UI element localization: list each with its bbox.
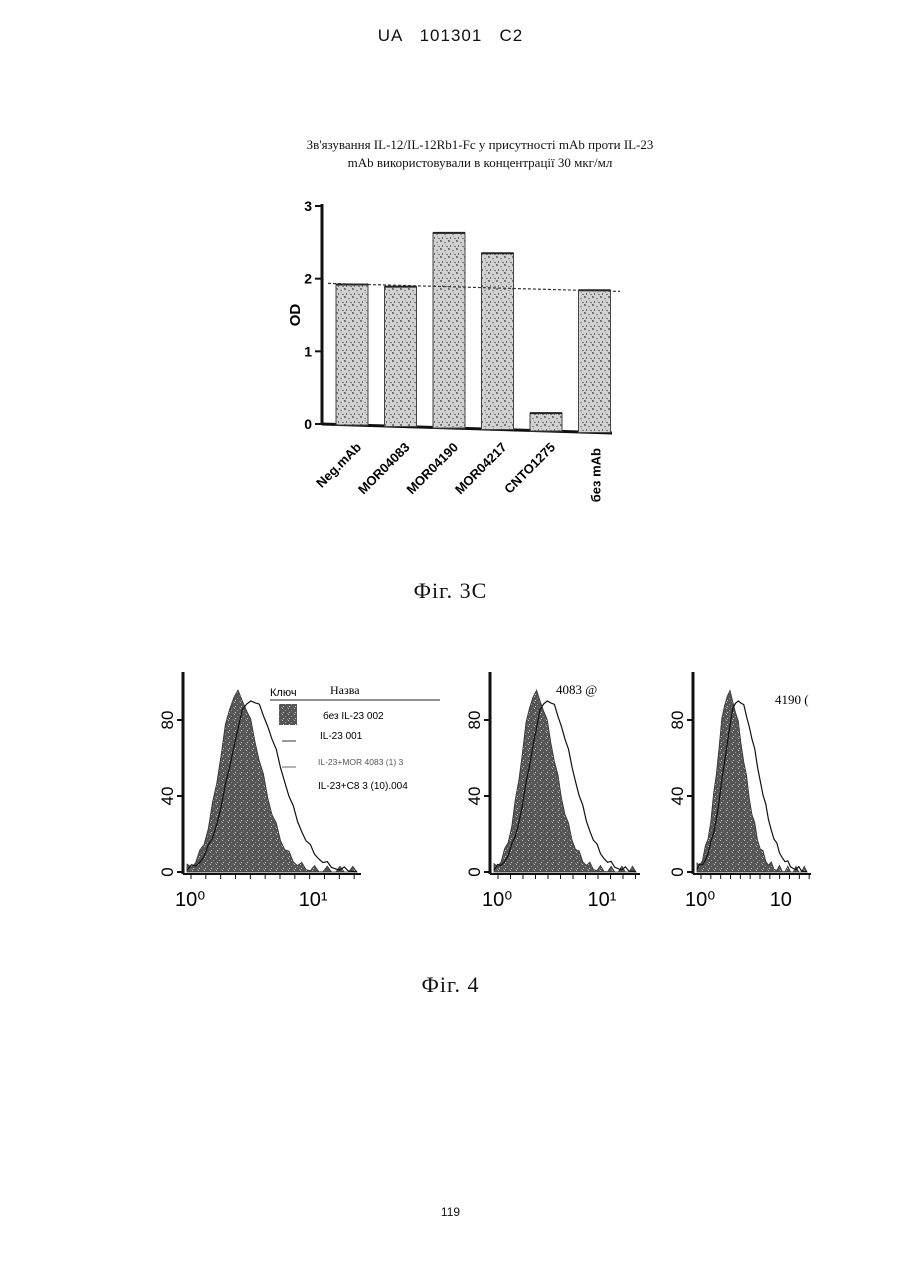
legend-header-key: Ключ — [270, 687, 297, 699]
histogram-y-tick-label: 40 — [465, 787, 484, 806]
histogram-filled-area — [697, 691, 807, 873]
histogram-x-tick-label: 10¹ — [588, 889, 617, 911]
histogram-x-tick-label: 10⁰ — [482, 889, 512, 911]
legend-swatch-filled — [279, 704, 297, 725]
histogram-y-tick-label: 40 — [668, 787, 687, 806]
y-tick-label: 3 — [304, 198, 312, 214]
flow-histograms: 0 40 80 10⁰ 10¹ 0 40 80 10⁰ 10¹ 0 40 80 10⁰ 10 Ключ На… — [0, 660, 901, 920]
histogram-y-tick-label: 40 — [158, 787, 177, 806]
histogram-x-tick-label: 10¹ — [299, 889, 328, 911]
x-category-label: CNTO1275 — [501, 440, 558, 497]
histogram-x-tick-label: 10 — [770, 889, 792, 911]
x-category-label: MOR04083 — [355, 440, 413, 498]
histogram-y-tick-label: 80 — [668, 711, 687, 730]
histogram-x-tick-label: 10⁰ — [685, 889, 715, 911]
histogram-y-tick-label: 80 — [465, 711, 484, 730]
histogram-y-tick-label: 0 — [465, 867, 484, 876]
bar — [336, 284, 368, 425]
reference-line — [328, 283, 620, 291]
y-tick-label: 2 — [304, 271, 312, 287]
legend-entry-2: IL-23 001 — [320, 731, 363, 742]
bar-chart-od: 0 1 2 3 OD Neg.mAbMOR04083MOR04190MOR04217CN… — [0, 0, 901, 560]
y-tick-label: 0 — [304, 416, 312, 432]
legend-header-name: Назва — [330, 683, 360, 697]
x-category-label: без mAb — [589, 448, 604, 502]
bar — [433, 233, 465, 428]
y-axis-label: OD — [287, 304, 304, 327]
panel-3-annotation: 4190 ( — [775, 692, 809, 707]
histogram-panel-2: 0 40 80 10⁰ 10¹ — [465, 672, 640, 911]
histogram-legend: Ключ Назва без IL-23 002 IL-23 001 IL-23… — [270, 683, 440, 792]
legend-entry-4: IL-23+C8 3 (10).004 — [318, 781, 408, 792]
page-number: 119 — [0, 1205, 901, 1219]
y-tick-label: 1 — [304, 343, 312, 359]
x-category-label: MOR04190 — [404, 440, 462, 498]
bar — [579, 290, 611, 432]
legend-entry-1: без IL-23 002 — [323, 710, 384, 722]
bar — [385, 287, 417, 427]
histogram-x-tick-label: 10⁰ — [175, 889, 205, 911]
histogram-y-tick-label: 80 — [158, 711, 177, 730]
histogram-filled-area — [494, 690, 636, 872]
panel-2-annotation: 4083 @ — [556, 682, 597, 697]
bar — [530, 413, 562, 431]
x-category-label: MOR04217 — [452, 440, 510, 498]
histogram-y-tick-label: 0 — [158, 867, 177, 876]
histogram-panel-3: 0 40 80 10⁰ 10 — [668, 672, 811, 911]
figure-4-caption: Фіг. 4 — [0, 972, 901, 998]
x-category-label: Neg.mAb — [313, 439, 364, 490]
legend-entry-3: IL-23+MOR 4083 (1) 3 — [318, 757, 404, 767]
histogram-y-tick-label: 0 — [668, 867, 687, 876]
bar — [482, 253, 514, 429]
figure-3c-caption: Фіг. 3С — [0, 578, 901, 604]
